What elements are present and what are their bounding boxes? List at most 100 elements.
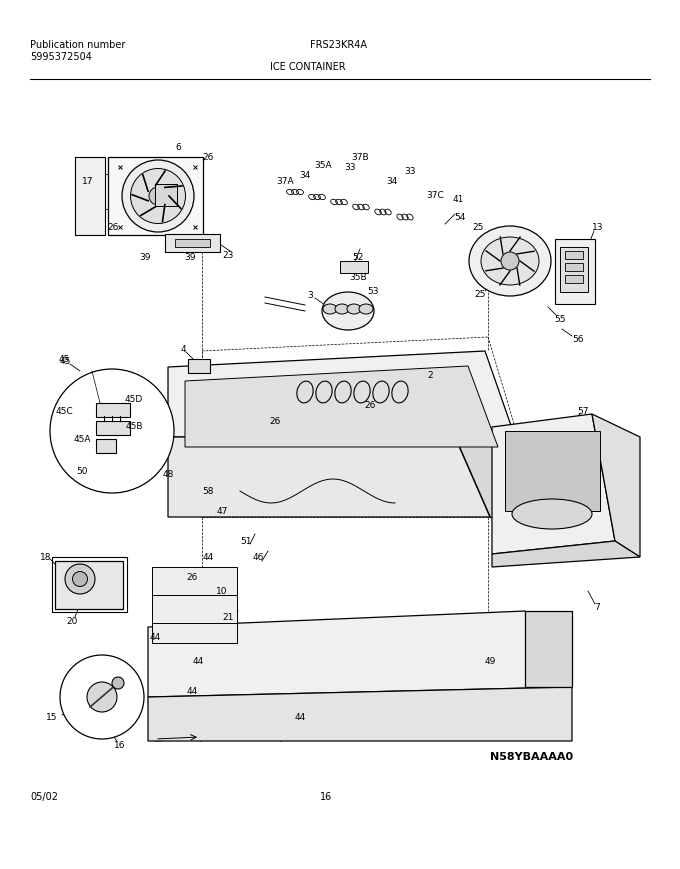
Text: 4: 4 xyxy=(180,345,186,354)
Text: 34: 34 xyxy=(386,177,398,186)
Text: 34: 34 xyxy=(299,170,311,179)
Bar xyxy=(152,595,237,623)
Text: 3: 3 xyxy=(307,291,313,300)
Text: 13: 13 xyxy=(592,223,604,232)
Bar xyxy=(152,623,237,643)
Polygon shape xyxy=(185,367,498,448)
Text: 45: 45 xyxy=(58,355,69,364)
Bar xyxy=(505,432,600,512)
Text: 50: 50 xyxy=(76,467,88,476)
Text: 15: 15 xyxy=(46,713,58,721)
Ellipse shape xyxy=(323,305,337,315)
Text: 44: 44 xyxy=(192,657,203,666)
Bar xyxy=(340,262,368,274)
Text: 18: 18 xyxy=(40,553,52,562)
Text: 39: 39 xyxy=(184,253,196,262)
Bar xyxy=(155,185,177,207)
Text: 33: 33 xyxy=(404,168,415,176)
Text: 46: 46 xyxy=(252,553,264,562)
Text: 37B: 37B xyxy=(351,153,369,163)
Circle shape xyxy=(50,369,174,494)
Circle shape xyxy=(60,655,144,740)
Bar xyxy=(565,275,583,283)
Bar xyxy=(165,235,220,253)
Text: 37A: 37A xyxy=(276,177,294,186)
Text: 45: 45 xyxy=(59,357,71,366)
Bar xyxy=(96,403,130,417)
Text: 21: 21 xyxy=(222,613,234,622)
Ellipse shape xyxy=(469,227,551,296)
Text: 45B: 45B xyxy=(125,422,143,431)
Text: 26: 26 xyxy=(364,401,375,410)
Text: Publication number: Publication number xyxy=(30,40,125,50)
Ellipse shape xyxy=(122,161,194,233)
Text: 49: 49 xyxy=(484,657,496,666)
Ellipse shape xyxy=(359,305,373,315)
Text: 23: 23 xyxy=(222,250,234,259)
Text: 05/02: 05/02 xyxy=(30,791,58,801)
Text: 41: 41 xyxy=(452,196,464,204)
Text: 20: 20 xyxy=(67,617,78,626)
Text: 48: 48 xyxy=(163,470,173,479)
Bar xyxy=(565,263,583,272)
Text: 6: 6 xyxy=(175,143,181,152)
Text: 37C: 37C xyxy=(426,190,444,199)
Ellipse shape xyxy=(65,564,95,594)
Text: 44: 44 xyxy=(203,553,214,562)
Polygon shape xyxy=(148,611,572,697)
Ellipse shape xyxy=(322,293,374,330)
Text: 47: 47 xyxy=(216,507,228,516)
Text: 54: 54 xyxy=(454,213,466,222)
Ellipse shape xyxy=(481,238,539,286)
Ellipse shape xyxy=(112,677,124,689)
Bar xyxy=(560,248,588,293)
Bar xyxy=(96,421,130,435)
Ellipse shape xyxy=(149,188,167,206)
Text: 25: 25 xyxy=(475,290,486,299)
Bar xyxy=(55,561,123,609)
Polygon shape xyxy=(592,415,640,557)
Text: 33: 33 xyxy=(344,163,356,172)
Text: FRS23KR4A: FRS23KR4A xyxy=(310,40,367,50)
Text: 7: 7 xyxy=(594,603,600,612)
Text: 45C: 45C xyxy=(55,407,73,416)
Ellipse shape xyxy=(335,305,349,315)
Ellipse shape xyxy=(501,253,519,270)
Polygon shape xyxy=(492,541,640,567)
Text: 44: 44 xyxy=(294,713,305,721)
Bar xyxy=(75,158,105,235)
Text: 16: 16 xyxy=(114,740,126,750)
Text: 5995372504: 5995372504 xyxy=(30,52,92,62)
Bar xyxy=(152,567,237,595)
Ellipse shape xyxy=(73,572,88,587)
Text: 45D: 45D xyxy=(125,395,143,404)
Text: 17: 17 xyxy=(82,177,94,186)
Text: 26: 26 xyxy=(186,573,198,582)
Bar xyxy=(565,252,583,260)
Text: 2: 2 xyxy=(427,371,432,380)
Text: 10: 10 xyxy=(216,587,228,596)
Polygon shape xyxy=(168,437,490,517)
Text: ICE CONTAINER: ICE CONTAINER xyxy=(270,62,345,72)
Bar xyxy=(108,158,203,235)
Text: 51: 51 xyxy=(240,537,252,546)
Polygon shape xyxy=(148,687,572,741)
Text: 57: 57 xyxy=(577,407,589,416)
Text: 25: 25 xyxy=(473,223,483,232)
Ellipse shape xyxy=(87,682,117,713)
Bar xyxy=(52,557,127,613)
Text: 52: 52 xyxy=(352,253,364,262)
Text: N58YBAAAA0: N58YBAAAA0 xyxy=(490,751,573,761)
Text: 26: 26 xyxy=(269,417,281,426)
Text: 35B: 35B xyxy=(350,273,367,282)
Text: 56: 56 xyxy=(573,335,583,344)
Polygon shape xyxy=(168,352,515,437)
Bar xyxy=(96,440,116,454)
Ellipse shape xyxy=(347,305,361,315)
Text: 39: 39 xyxy=(139,253,151,262)
Polygon shape xyxy=(525,611,572,687)
Text: 16: 16 xyxy=(320,791,333,801)
Bar xyxy=(175,240,210,248)
Text: 55: 55 xyxy=(554,315,566,324)
Text: 45A: 45A xyxy=(73,435,90,444)
